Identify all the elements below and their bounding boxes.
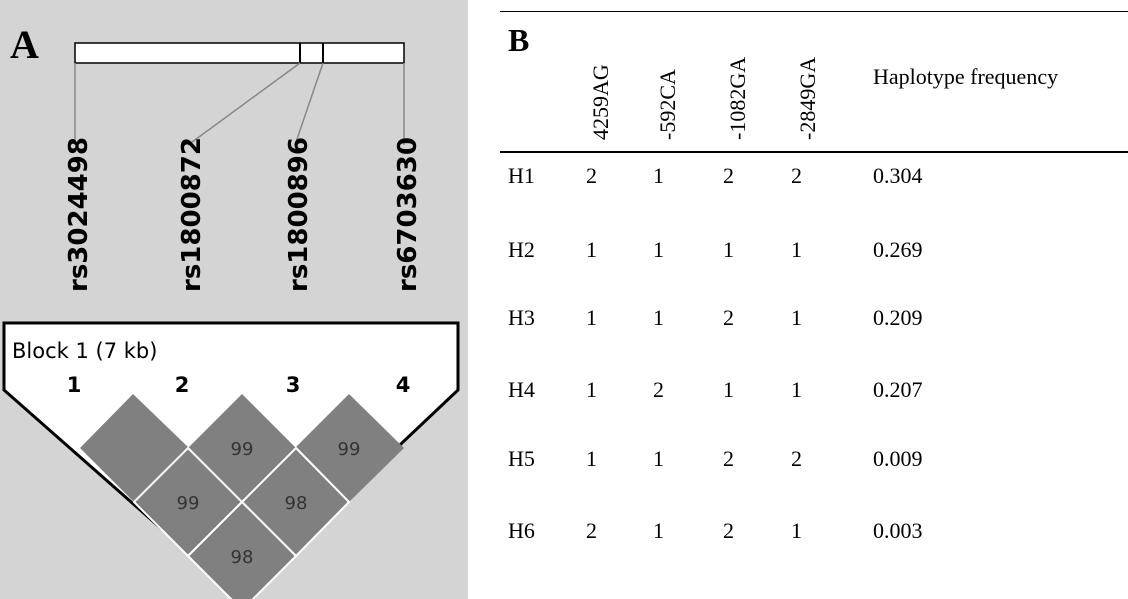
marker-number-4: 4 <box>396 373 411 397</box>
haplotype-frequency: 0.009 <box>873 446 923 471</box>
haplotype-id: H2 <box>508 237 535 262</box>
snp-label-2: rs1800872 <box>177 137 207 292</box>
ld-value-1-4: 98 <box>231 547 254 568</box>
haplotype-frequency: 0.207 <box>873 377 923 402</box>
allele-cell: 1 <box>653 518 664 543</box>
ld-diamond-1-2 <box>80 394 189 502</box>
allele-cell: 1 <box>653 305 664 330</box>
panel-b-haplotype-table: B 4259AG -592CA -1082GA -2849GA Haplotyp… <box>468 0 1128 599</box>
allele-cell: 2 <box>791 163 802 188</box>
allele-cell: 1 <box>723 377 734 402</box>
allele-cell: 2 <box>723 163 734 188</box>
allele-cell: 2 <box>653 377 664 402</box>
snp-label-4: rs6703630 <box>393 137 423 292</box>
ld-value-3-4: 99 <box>338 439 361 460</box>
allele-cell: 2 <box>723 305 734 330</box>
connector-3 <box>294 62 324 146</box>
allele-cell: 1 <box>791 518 802 543</box>
gene-bar <box>74 42 405 64</box>
allele-cell: 1 <box>586 237 597 262</box>
table-top-rule <box>500 11 1128 12</box>
snp-label-3: rs1800896 <box>284 137 314 292</box>
allele-cell: 1 <box>791 305 802 330</box>
connector-2 <box>187 62 301 146</box>
allele-cell: 1 <box>586 377 597 402</box>
ld-value-1-3: 99 <box>177 493 200 514</box>
allele-cell: 1 <box>586 446 597 471</box>
block-label: Block 1 (7 kb) <box>12 339 157 363</box>
allele-cell: 1 <box>653 446 664 471</box>
marker-number-1: 1 <box>67 373 82 397</box>
ld-value-2-4: 98 <box>285 493 308 514</box>
marker-number-3: 3 <box>286 373 301 397</box>
haplotype-frequency: 0.003 <box>873 518 923 543</box>
allele-cell: 2 <box>586 518 597 543</box>
allele-cell: 1 <box>791 237 802 262</box>
haplotype-id: H3 <box>508 305 535 330</box>
allele-cell: 1 <box>586 305 597 330</box>
panel-a-ld-plot: A rs3024498 rs1800872 rs1800896 rs670363… <box>0 0 468 599</box>
haplotype-frequency: 0.209 <box>873 305 923 330</box>
allele-cell: 2 <box>791 446 802 471</box>
ld-plot-svg: A rs3024498 rs1800872 rs1800896 rs670363… <box>2 22 460 599</box>
freq-header: Haplotype frequency <box>873 64 1059 89</box>
panel-a-letter: A <box>10 22 39 67</box>
ld-value-2-3: 99 <box>231 439 254 460</box>
allele-cell: 2 <box>723 446 734 471</box>
snp-label-1: rs3024498 <box>64 137 94 292</box>
allele-cell: 1 <box>723 237 734 262</box>
haplotype-frequency: 0.269 <box>873 237 923 262</box>
haplotype-id: H6 <box>508 518 535 543</box>
allele-cell: 1 <box>653 237 664 262</box>
haplotype-id: H1 <box>508 163 535 188</box>
haplotype-id: H5 <box>508 446 535 471</box>
allele-cell: 1 <box>791 377 802 402</box>
table-header-rule <box>500 151 1128 153</box>
haplotype-frequency: 0.304 <box>873 163 923 188</box>
ld-diamond-1-4 <box>186 500 298 599</box>
allele-cell: 1 <box>653 163 664 188</box>
panel-b-letter: B <box>508 22 530 58</box>
allele-cell: 2 <box>723 518 734 543</box>
allele-cell: 2 <box>586 163 597 188</box>
marker-number-2: 2 <box>175 373 190 397</box>
haplotype-id: H4 <box>508 377 535 402</box>
